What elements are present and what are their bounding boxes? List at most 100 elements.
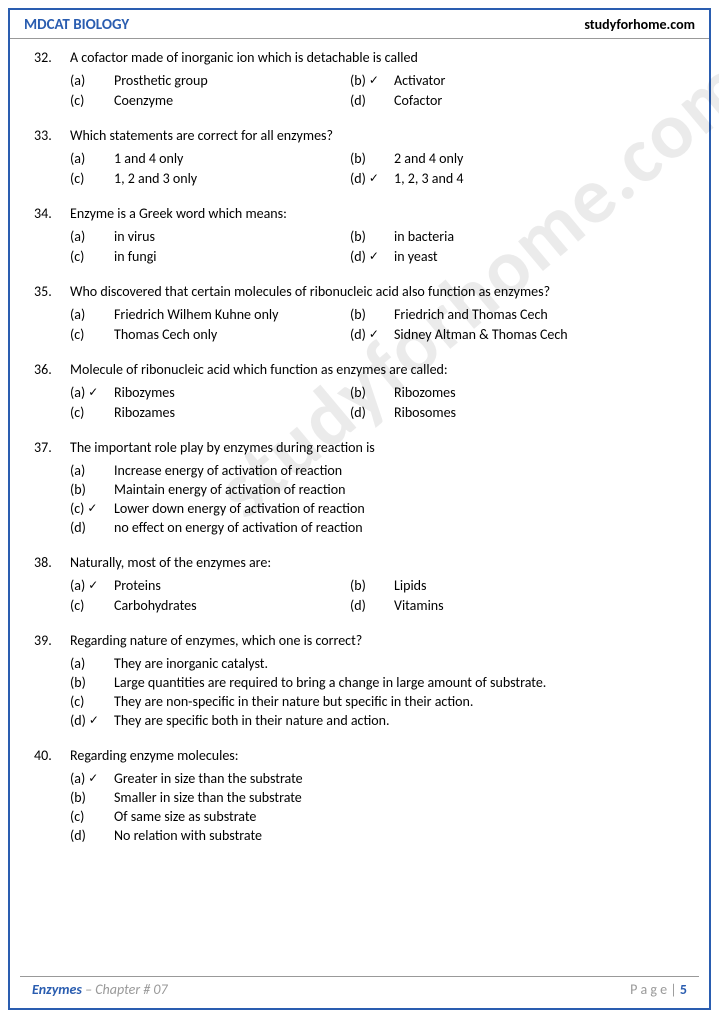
option-text: in bacteria	[394, 228, 685, 245]
question-row: 34.Enzyme is a Greek word which means:	[34, 205, 685, 222]
option-row: (a)Friedrich Wilhem Kuhne only(b)Friedri…	[70, 306, 685, 323]
page-header: MDCAT BIOLOGY studyforhome.com	[10, 10, 709, 39]
footer-left: Enzymes – Chapter # 07	[32, 981, 168, 998]
option-text: Friedrich Wilhem Kuhne only	[114, 306, 350, 323]
question-number: 38.	[34, 554, 70, 571]
option: (a)They are inorganic catalyst.	[70, 655, 685, 672]
option-text: in virus	[114, 228, 350, 245]
option: (c)Ribozames	[70, 404, 350, 421]
page-number: 5	[680, 981, 687, 998]
option: (a)Prosthetic group	[70, 72, 350, 89]
question-text: Molecule of ribonucleic acid which funct…	[70, 361, 685, 378]
option-label: (b)	[70, 789, 114, 806]
option: (a)✓Proteins	[70, 577, 350, 594]
option: (a)Increase energy of activation of reac…	[70, 462, 685, 479]
option-text: They are specific both in their nature a…	[114, 712, 685, 729]
question-text: Enzyme is a Greek word which means:	[70, 205, 685, 222]
footer-subject: Enzymes	[32, 981, 82, 998]
footer-right: P a g e | 5	[630, 981, 687, 998]
option-text: Lipids	[394, 577, 685, 594]
option: (d) no effect on energy of activation of…	[70, 519, 685, 536]
option-text: 2 and 4 only	[394, 150, 685, 167]
option: (b)Friedrich and Thomas Cech	[350, 306, 685, 323]
option-label: (b)	[350, 306, 394, 323]
question-number: 32.	[34, 49, 70, 66]
option-row: (a)1 and 4 only(b)2 and 4 only	[70, 150, 685, 167]
option-text: Smaller in size than the substrate	[114, 789, 685, 806]
option-label: (b)	[70, 481, 114, 498]
option-label: (b)	[350, 228, 394, 245]
option: (b)Large quantities are required to brin…	[70, 674, 685, 691]
option-label: (d)	[70, 519, 114, 536]
option: (a)✓Greater in size than the substrate	[70, 770, 685, 787]
question-row: 37.The important role play by enzymes du…	[34, 439, 685, 456]
question-number: 36.	[34, 361, 70, 378]
option-label: (c)✓	[70, 500, 114, 517]
option-text: Thomas Cech only	[114, 326, 350, 343]
option: (a)1 and 4 only	[70, 150, 350, 167]
option: (b)2 and 4 only	[350, 150, 685, 167]
check-icon: ✓	[88, 578, 98, 593]
check-icon: ✓	[369, 73, 379, 88]
option-label: (b)	[70, 674, 114, 691]
option-text: 1, 2, 3 and 4	[394, 170, 685, 187]
question: 36.Molecule of ribonucleic acid which fu…	[34, 361, 685, 421]
option: (c)1, 2 and 3 only	[70, 170, 350, 187]
option-label: (c)	[70, 808, 114, 825]
question-text: A cofactor made of inorganic ion which i…	[70, 49, 685, 66]
option-text: No relation with substrate	[114, 827, 685, 844]
check-icon: ✓	[88, 771, 98, 786]
option: (b)Smaller in size than the substrate	[70, 789, 685, 806]
option-label: (a)	[70, 306, 114, 323]
option: (b)Lipids	[350, 577, 685, 594]
option-row: (c)Coenzyme(d)Cofactor	[70, 92, 685, 109]
option-text: 1 and 4 only	[114, 150, 350, 167]
questions-container: 32.A cofactor made of inorganic ion whic…	[34, 49, 685, 844]
question-number: 33.	[34, 127, 70, 144]
check-icon: ✓	[87, 501, 97, 516]
option: (a)in virus	[70, 228, 350, 245]
option-label: (c)	[70, 170, 114, 187]
option: (c)Thomas Cech only	[70, 326, 350, 343]
option-text: Sidney Altman & Thomas Cech	[394, 326, 685, 343]
option-label: (d)	[350, 92, 394, 109]
option-text: Lower down energy of activation of react…	[114, 500, 685, 517]
option: (a)Friedrich Wilhem Kuhne only	[70, 306, 350, 323]
page-label: P a g e |	[630, 981, 680, 998]
option-text: Maintain energy of activation of reactio…	[114, 481, 685, 498]
question-text: Naturally, most of the enzymes are:	[70, 554, 685, 571]
option: (d)✓They are specific both in their natu…	[70, 712, 685, 729]
option-label: (c)	[70, 92, 114, 109]
option-text: Prosthetic group	[114, 72, 350, 89]
question: 37.The important role play by enzymes du…	[34, 439, 685, 536]
option: (c)Of same size as substrate	[70, 808, 685, 825]
question-number: 40.	[34, 747, 70, 764]
question-row: 40.Regarding enzyme molecules:	[34, 747, 685, 764]
page-border: MDCAT BIOLOGY studyforhome.com studyforh…	[8, 8, 711, 1010]
footer-chapter: – Chapter # 07	[82, 981, 168, 998]
option-text: Greater in size than the substrate	[114, 770, 685, 787]
option-label: (a)✓	[70, 384, 114, 401]
question-row: 36.Molecule of ribonucleic acid which fu…	[34, 361, 685, 378]
option-text: Carbohydrates	[114, 597, 350, 614]
option-text: Activator	[394, 72, 685, 89]
option-text: Cofactor	[394, 92, 685, 109]
option-label: (d)✓	[350, 248, 394, 265]
option: (d)No relation with substrate	[70, 827, 685, 844]
option: (d)✓1, 2, 3 and 4	[350, 170, 685, 187]
option: (b)Ribozomes	[350, 384, 685, 401]
question: 40.Regarding enzyme molecules:(a)✓Greate…	[34, 747, 685, 844]
options-single: (a)✓Greater in size than the substrate(b…	[70, 770, 685, 844]
option: (d)✓in yeast	[350, 248, 685, 265]
option-label: (b)	[350, 150, 394, 167]
option-label: (b)	[350, 577, 394, 594]
option: (c)Coenzyme	[70, 92, 350, 109]
option-text: Coenzyme	[114, 92, 350, 109]
option-text: They are inorganic catalyst.	[114, 655, 685, 672]
option-label: (a)	[70, 228, 114, 245]
option-text: Ribozymes	[114, 384, 350, 401]
option-label: (c)	[70, 404, 114, 421]
option: (b)in bacteria	[350, 228, 685, 245]
question-row: 35.Who discovered that certain molecules…	[34, 283, 685, 300]
option-row: (c)1, 2 and 3 only(d)✓1, 2, 3 and 4	[70, 170, 685, 187]
